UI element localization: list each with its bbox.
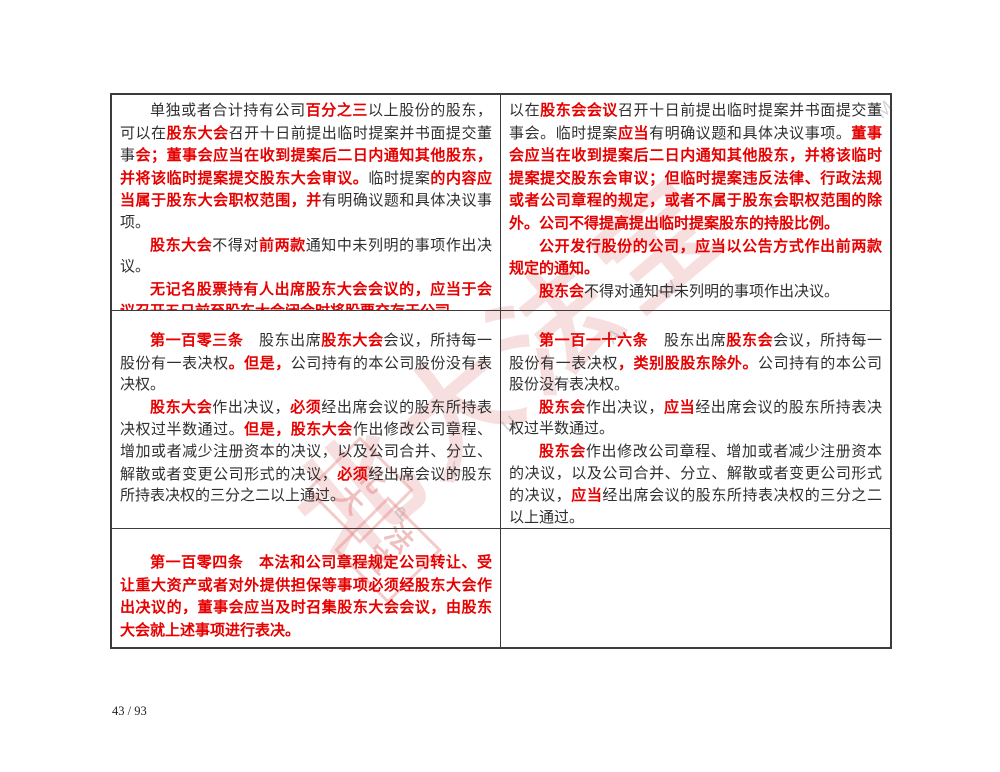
text-run: 应当: [617, 124, 650, 142]
text-run: 会；董事会应当在收到提案后二日内通知其他股东，并将该临时提案提交股东大会审议。: [120, 147, 492, 187]
text-run: 股东会: [539, 442, 586, 460]
text-run: 的内容应当属于股东大会职权范围，并: [120, 169, 492, 210]
text-run: 但是，股东大会: [244, 421, 353, 439]
text-run: 公司持有的本公司股份没有表决权。: [509, 355, 882, 394]
paragraph: 第一百零三条 股东出席股东大会会议，所持每一股份有一表决权。但是，公司持有的本公…: [120, 330, 492, 397]
text-run: 股东会: [539, 282, 585, 300]
text-run: 前两款: [259, 236, 306, 254]
table-cell-row2-old-law: 第一百零三条 股东出席股东大会会议，所持每一股份有一表决权。但是，公司持有的本公…: [112, 311, 501, 529]
table-cell-row3-new-law: [501, 529, 890, 647]
text-run: 以上股份的股东，可以在: [120, 103, 492, 142]
text-run: 会议，所持每一股份有一表决权: [509, 333, 882, 372]
text-run: 必须: [337, 465, 369, 483]
text-run: 股东出席: [648, 333, 727, 349]
text-run: 单独或者合计持有公司: [150, 103, 306, 119]
paragraph: 股东大会不得对前两款通知中未列明的事项作出决议。: [120, 235, 492, 279]
text-run: 经出席会议的股东所持表决权过半数通过。: [509, 399, 882, 438]
paragraph: 无记名股票持有人出席股东大会会议的，应当于会议召开五日前至股东大会闭会时将股票交…: [120, 279, 492, 310]
text-run: 不得对通知中未列明的事项作出决议。: [584, 283, 840, 300]
text-run: 应当: [571, 487, 603, 505]
table-cell-row1-new-law: 以在股东会会议召开十日前提出临时提案并书面提交董事会。临时提案应当有明确议题和具…: [501, 95, 890, 311]
paragraph: 以在股东会会议召开十日前提出临时提案并书面提交董事会。临时提案应当有明确议题和具…: [509, 100, 882, 236]
text-run: 。但是，: [228, 354, 291, 372]
text-run: 股东大会: [150, 236, 213, 254]
text-run: 作出决议，: [585, 399, 664, 416]
text-run: 作出决议，: [212, 399, 291, 416]
text-run: 第一百零三条: [150, 332, 244, 349]
paragraph: 第一百一十六条 股东出席股东会会议，所持每一股份有一表决权，类别股股东除外。公司…: [509, 330, 882, 397]
text-run: ，类别股股东除外。: [617, 354, 759, 372]
text-run: 应当: [663, 398, 696, 416]
text-run: 股东会: [726, 332, 774, 349]
paragraph: 第一百零四条 本法和公司章程规定公司转让、受让重大资产或者对外提供担保等事项必须…: [120, 552, 492, 642]
text-run: 作出修改公司章程、增加或者减少注册资本的决议，以及公司合并、分立、解散或者变更公…: [509, 443, 882, 505]
text-run: 股东大会: [166, 124, 229, 142]
text-run: 股东大会: [321, 332, 384, 349]
text-run: 股东出席: [243, 333, 322, 349]
paragraph: 公开发行股份的公司，应当以公告方式作出前两款规定的通知。: [509, 236, 882, 281]
text-run: 第一百一十六条: [539, 332, 649, 349]
page-number: 43 / 93: [112, 704, 147, 718]
text-run: 有明确议题和具体决议事项。: [120, 193, 492, 231]
text-run: 第一百零四条 本法和公司章程规定公司转让、受让重大资产或者对外提供担保等事项必须…: [120, 554, 492, 639]
paragraph: 股东会作出修改公司章程、增加或者减少注册资本的决议，以及公司合并、分立、解散或者…: [509, 441, 882, 528]
text-run: 经出席会议的股东所持表决权的三分之二以上通过。: [120, 466, 492, 505]
paragraph: 股东会作出决议，应当经出席会议的股东所持表决权过半数通过。: [509, 397, 882, 441]
text-run: 百分之三: [305, 102, 368, 119]
text-run: 经出席会议的股东所持表决权过半数通过。: [120, 399, 492, 439]
text-run: 经出席会议的股东所持表决权的三分之二以上通过。: [509, 488, 882, 526]
text-run: 召开十日前提出临时提案并书面提交董事会。临时提案: [509, 103, 882, 142]
text-run: 无记名股票持有人出席股东大会会议的，应当于会议召开五日前至股东大会闭会时将股票交…: [120, 280, 492, 310]
paragraph: 单独或者合计持有公司百分之三以上股份的股东，可以在股东大会召开十日前提出临时提案…: [120, 100, 492, 235]
text-run: 公司持有的本公司股份没有表决权。: [120, 355, 492, 394]
table-cell-row2-new-law: 第一百一十六条 股东出席股东会会议，所持每一股份有一表决权，类别股股东除外。公司…: [501, 311, 890, 529]
text-run: 召开十日前提出临时提案并书面提交董事: [120, 125, 492, 165]
text-run: 会议，所持每一股份有一表决权: [120, 333, 492, 372]
text-run: 股东会: [539, 398, 586, 416]
text-run: 董事会应当在收到提案后二日内通知其他股东，并将该临时提案提交股东会审议；但临时提…: [509, 124, 882, 232]
paragraph: 股东大会作出决议，必须经出席会议的股东所持表决权过半数通过。但是，股东大会作出修…: [120, 397, 492, 508]
text-run: 公开发行股份的公司，应当以公告方式作出前两款规定的通知。: [509, 237, 882, 278]
text-run: 股东大会: [150, 398, 213, 416]
text-run: 作出修改公司章程、增加或者减少注册资本的决议，以及公司合并、分立、解散或者变更公…: [120, 422, 492, 483]
text-run: 通知中未列明的事项作出决议。: [120, 237, 492, 276]
text-run: 必须: [290, 398, 322, 416]
paragraph: 股东会不得对通知中未列明的事项作出决议。: [509, 281, 882, 304]
law-comparison-table: 单独或者合计持有公司百分之三以上股份的股东，可以在股东大会召开十日前提出临时提案…: [110, 93, 892, 649]
table-cell-row3-old-law: 第一百零四条 本法和公司章程规定公司转让、受让重大资产或者对外提供担保等事项必须…: [112, 529, 501, 647]
text-run: 以在: [509, 103, 541, 119]
table-cell-row1-old-law: 单独或者合计持有公司百分之三以上股份的股东，可以在股东大会召开十日前提出临时提案…: [112, 95, 501, 311]
text-run: 不得对: [212, 237, 259, 254]
text-run: 有明确议题和具体决议事项。: [649, 125, 852, 142]
text-run: 临时提案: [368, 170, 431, 187]
text-run: 股东会会议: [540, 102, 618, 119]
